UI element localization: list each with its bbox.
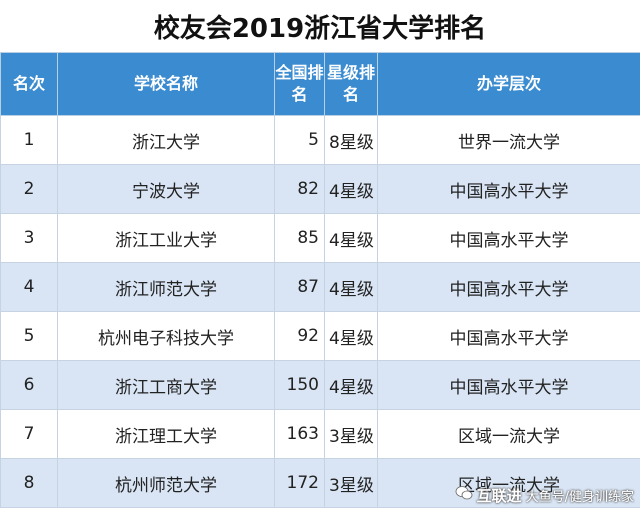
table-row: 2 宁波大学 82 4星级 中国高水平大学 <box>0 164 640 214</box>
cell-star-level: 4星级 <box>324 360 378 410</box>
page-title: 校友会2019浙江省大学排名 <box>153 13 487 44</box>
cell-tier: 区域一流大学 <box>377 458 640 508</box>
cell-school: 浙江工商大学 <box>57 360 275 410</box>
cell-school: 浙江大学 <box>57 115 275 165</box>
cell-tier: 区域一流大学 <box>377 409 640 459</box>
table-row: 8 杭州师范大学 172 3星级 区域一流大学 <box>0 458 640 508</box>
table-row: 5 杭州电子科技大学 92 4星级 中国高水平大学 <box>0 311 640 361</box>
cell-star-level: 3星级 <box>324 458 378 508</box>
cell-rank: 7 <box>0 409 58 459</box>
cell-rank: 5 <box>0 311 58 361</box>
table-row: 4 浙江师范大学 87 4星级 中国高水平大学 <box>0 262 640 312</box>
cell-rank: 1 <box>0 115 58 165</box>
header-tier: 办学层次 <box>377 52 640 116</box>
cell-tier: 中国高水平大学 <box>377 262 640 312</box>
cell-rank: 6 <box>0 360 58 410</box>
cell-tier: 中国高水平大学 <box>377 164 640 214</box>
cell-star-level: 4星级 <box>324 262 378 312</box>
cell-star-level: 3星级 <box>324 409 378 459</box>
cell-national-rank: 82 <box>274 164 325 214</box>
cell-national-rank: 85 <box>274 213 325 263</box>
cell-national-rank: 5 <box>274 115 325 165</box>
cell-rank: 4 <box>0 262 58 312</box>
cell-tier: 世界一流大学 <box>377 115 640 165</box>
table-row: 3 浙江工业大学 85 4星级 中国高水平大学 <box>0 213 640 263</box>
table-row: 7 浙江理工大学 163 3星级 区域一流大学 <box>0 409 640 459</box>
cell-national-rank: 150 <box>274 360 325 410</box>
watermark: 互联进 大鱼号/健身训练家 <box>455 484 634 506</box>
watermark-brand: 互联进 <box>476 486 522 505</box>
header-star-level: 星级排名 <box>324 52 378 116</box>
header-rank: 名次 <box>0 52 58 116</box>
cell-rank: 2 <box>0 164 58 214</box>
cell-school: 浙江师范大学 <box>57 262 275 312</box>
table-row: 6 浙江工商大学 150 4星级 中国高水平大学 <box>0 360 640 410</box>
cell-tier: 中国高水平大学 <box>377 213 640 263</box>
cell-school: 宁波大学 <box>57 164 275 214</box>
cell-rank: 8 <box>0 458 58 508</box>
cell-tier: 中国高水平大学 <box>377 360 640 410</box>
cell-star-level: 8星级 <box>324 115 378 165</box>
header-school: 学校名称 <box>57 52 275 116</box>
cell-school: 浙江理工大学 <box>57 409 275 459</box>
table-header-row: 名次 学校名称 全国排名 星级排名 办学层次 <box>0 52 640 116</box>
cell-national-rank: 172 <box>274 458 325 508</box>
cell-school: 杭州师范大学 <box>57 458 275 508</box>
cell-national-rank: 92 <box>274 311 325 361</box>
cell-national-rank: 163 <box>274 409 325 459</box>
cell-star-level: 4星级 <box>324 164 378 214</box>
cell-national-rank: 87 <box>274 262 325 312</box>
wechat-icon <box>455 484 473 506</box>
cell-star-level: 4星级 <box>324 213 378 263</box>
ranking-table: 名次 学校名称 全国排名 星级排名 办学层次 1 浙江大学 5 8星级 世界一流大学 2 宁… <box>0 52 640 508</box>
cell-school: 浙江工业大学 <box>57 213 275 263</box>
header-national-rank: 全国排名 <box>274 52 325 116</box>
cell-tier: 中国高水平大学 <box>377 311 640 361</box>
cell-school: 杭州电子科技大学 <box>57 311 275 361</box>
cell-star-level: 4星级 <box>324 311 378 361</box>
watermark-subtitle: 大鱼号/健身训练家 <box>525 489 634 505</box>
cell-rank: 3 <box>0 213 58 263</box>
table-row: 1 浙江大学 5 8星级 世界一流大学 <box>0 115 640 165</box>
